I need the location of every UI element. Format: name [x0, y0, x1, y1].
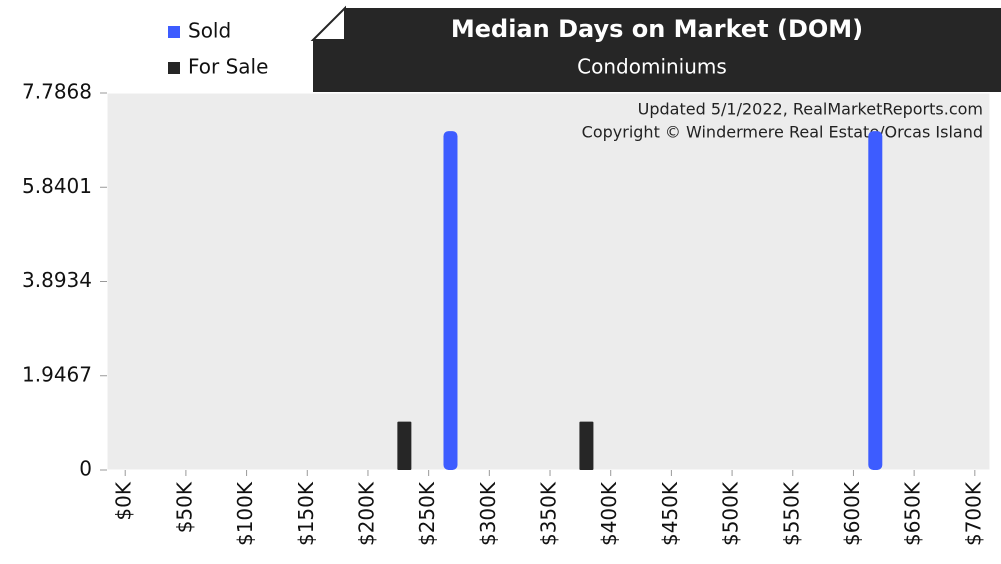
y-tick-label: 5.8401: [22, 174, 92, 198]
y-tick-label: 0: [79, 457, 92, 481]
annotation: Updated 5/1/2022, RealMarketReports.com: [638, 100, 983, 119]
header-box: [313, 8, 1001, 92]
bar: [443, 131, 458, 470]
y-tick-label: 7.7868: [22, 80, 92, 104]
y-tick-label: 3.8934: [22, 268, 92, 292]
y-tick-label: 1.9467: [22, 362, 92, 386]
x-tick-label: $350K: [537, 481, 561, 546]
x-tick-label: $650K: [901, 481, 925, 546]
x-tick-label: $100K: [233, 481, 257, 546]
x-tick-label: $700K: [961, 481, 985, 546]
x-tick-label: $500K: [719, 481, 743, 546]
legend-swatch: [168, 62, 180, 74]
bar: [579, 421, 594, 470]
annotation: Copyright © Windermere Real Estate/Orcas…: [582, 123, 983, 142]
x-tick-label: $300K: [476, 481, 500, 546]
legend-label: For Sale: [188, 55, 268, 79]
x-tick-label: $200K: [354, 481, 378, 546]
legend-label: Sold: [188, 19, 231, 43]
x-tick-label: $250K: [415, 481, 439, 546]
x-tick-label: $50K: [172, 481, 196, 533]
chart-title: Median Days on Market (DOM): [451, 15, 863, 43]
header-fold: [310, 5, 346, 41]
x-tick-label: $150K: [294, 481, 318, 546]
x-tick-label: $550K: [779, 481, 803, 546]
x-tick-label: $450K: [658, 481, 682, 546]
plot-area: [106, 92, 991, 471]
chart-subtitle: Condominiums: [577, 55, 727, 79]
bar: [868, 131, 883, 470]
bar: [397, 421, 412, 470]
legend-swatch: [168, 26, 180, 38]
x-tick-label: $400K: [597, 481, 621, 546]
x-tick-label: $600K: [840, 481, 864, 546]
x-tick-label: $0K: [112, 481, 136, 520]
